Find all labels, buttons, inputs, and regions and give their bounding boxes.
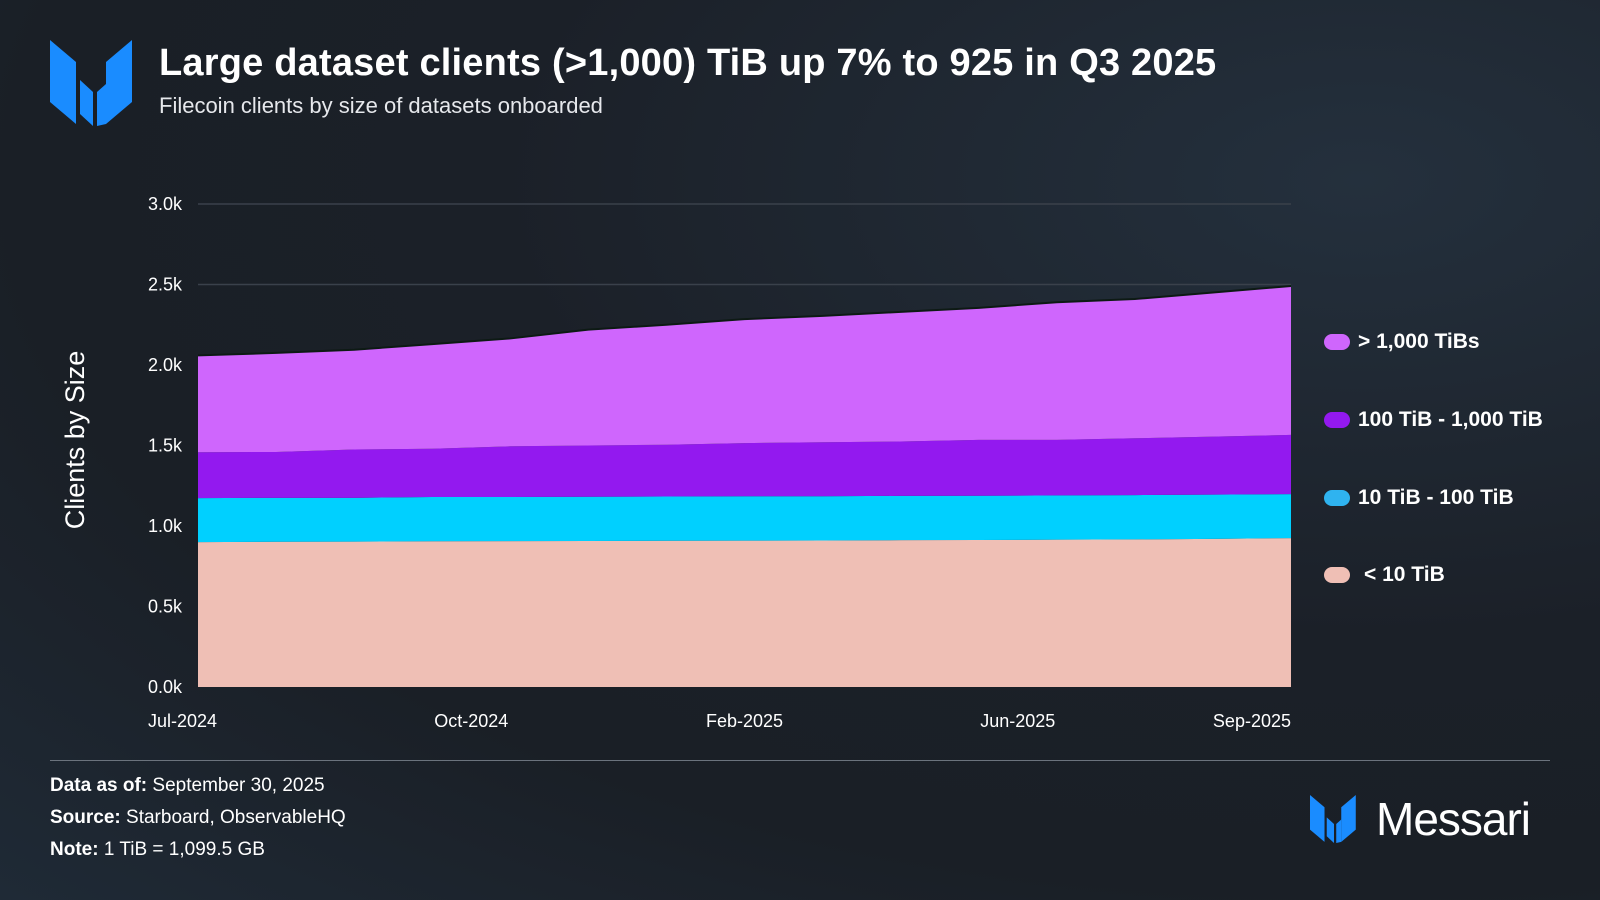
y-tick-label: 2.0k: [148, 355, 183, 375]
x-tick-label: Oct-2024: [434, 711, 508, 731]
x-tick-label: Jun-2025: [980, 711, 1055, 731]
legend-label: 100 TiB - 1,000 TiB: [1358, 408, 1543, 431]
legend-swatch: [1324, 412, 1350, 428]
legend-label: > 1,000 TiBs: [1358, 330, 1480, 353]
messari-logo-icon: [1310, 795, 1356, 843]
legend-label: 10 TiB - 100 TiB: [1358, 486, 1514, 509]
area-10-tib-100-tib: [198, 494, 1291, 543]
total-outline: [197, 284, 1292, 357]
y-tick-label: 0.5k: [148, 597, 183, 617]
footer-notes: Data as of: September 30, 2025 Source: S…: [50, 770, 346, 866]
x-tick-label: Sep-2025: [1213, 711, 1291, 731]
legend-swatch: [1324, 490, 1350, 506]
area-100-tib-1-000-tib: [198, 434, 1291, 499]
y-tick-label: 1.0k: [148, 516, 183, 536]
source-label: Source:: [50, 807, 121, 828]
legend-item: > 1,000 TiBs: [1324, 330, 1480, 354]
legend-swatch: [1324, 567, 1350, 583]
y-tick-label: 3.0k: [148, 194, 183, 214]
y-tick-label: 0.0k: [148, 677, 183, 697]
legend-label: < 10 TiB: [1364, 563, 1445, 586]
legend-swatch: [1324, 334, 1350, 350]
footer-divider: [50, 760, 1550, 761]
legend-item: 10 TiB - 100 TiB: [1324, 486, 1514, 510]
messari-logo-icon: [50, 40, 132, 126]
source-value: Starboard, ObservableHQ: [126, 807, 346, 828]
note-label: Note:: [50, 839, 99, 860]
data-as-of-value: September 30, 2025: [152, 775, 325, 796]
area-1-000-tibs: [198, 285, 1291, 453]
chart-subtitle: Filecoin clients by size of datasets onb…: [159, 93, 603, 118]
x-tick-label: Feb-2025: [706, 711, 783, 731]
legend-item: 100 TiB - 1,000 TiB: [1324, 408, 1543, 432]
legend-item: < 10 TiB: [1324, 563, 1445, 587]
data-as-of-label: Data as of:: [50, 775, 148, 796]
y-axis-label: Clients by Size: [60, 351, 90, 530]
area-10-tib: [198, 538, 1291, 687]
chart-title: Large dataset clients (>1,000) TiB up 7%…: [159, 42, 1217, 84]
brand-name: Messari: [1376, 793, 1531, 845]
stacked-area-chart: 0.0k 0.5k 1.0k 1.5k 2.0k 2.5k 3.0k Jul-2024 Oct…: [60, 194, 1292, 731]
note-value: 1 TiB = 1,099.5 GB: [103, 839, 265, 860]
x-tick-label: Jul-2024: [148, 711, 217, 731]
messari-brand: Messari: [1310, 792, 1531, 846]
y-tick-label: 1.5k: [148, 436, 183, 456]
y-tick-label: 2.5k: [148, 275, 183, 295]
